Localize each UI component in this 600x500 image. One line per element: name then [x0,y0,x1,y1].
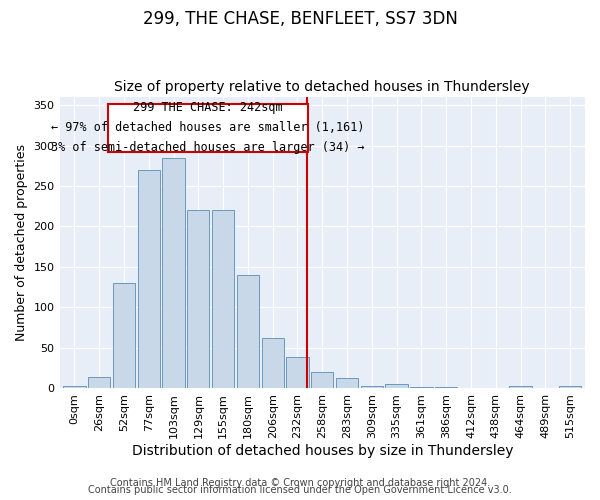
Y-axis label: Number of detached properties: Number of detached properties [15,144,28,341]
Bar [361,386,383,388]
Bar [435,387,457,388]
Bar [63,386,86,388]
Bar [410,387,433,388]
Bar [88,378,110,388]
X-axis label: Distribution of detached houses by size in Thundersley: Distribution of detached houses by size … [131,444,513,458]
Text: 299, THE CHASE, BENFLEET, SS7 3DN: 299, THE CHASE, BENFLEET, SS7 3DN [143,10,457,28]
Bar [509,386,532,388]
Text: 299 THE CHASE: 242sqm
← 97% of detached houses are smaller (1,161)
3% of semi-de: 299 THE CHASE: 242sqm ← 97% of detached … [52,102,365,154]
Bar [212,210,234,388]
Bar [137,170,160,388]
Bar [163,158,185,388]
Text: Contains public sector information licensed under the Open Government Licence v3: Contains public sector information licen… [88,485,512,495]
Bar [262,338,284,388]
Bar [113,283,135,388]
Bar [559,386,581,388]
Bar [237,275,259,388]
Text: Contains HM Land Registry data © Crown copyright and database right 2024.: Contains HM Land Registry data © Crown c… [110,478,490,488]
Bar [311,372,334,388]
Bar [187,210,209,388]
Bar [385,384,408,388]
Title: Size of property relative to detached houses in Thundersley: Size of property relative to detached ho… [115,80,530,94]
FancyBboxPatch shape [108,104,308,152]
Bar [286,358,308,388]
Bar [336,378,358,388]
